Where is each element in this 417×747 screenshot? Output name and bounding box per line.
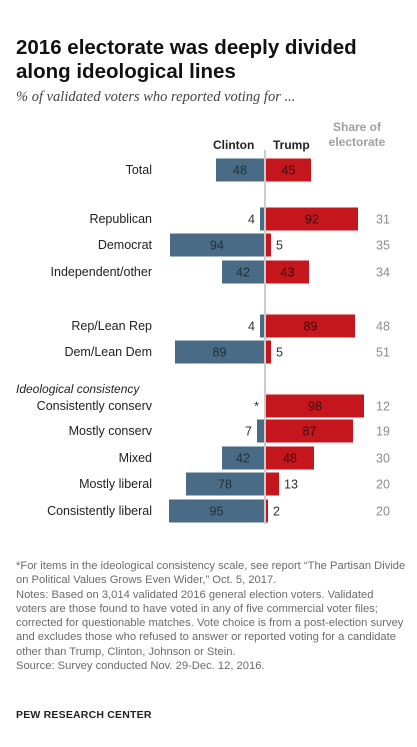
category-label: Republican xyxy=(89,212,152,226)
trump-value-label: 87 xyxy=(303,425,317,439)
category-label: Mostly conserv xyxy=(69,424,153,438)
share-value: 48 xyxy=(376,320,390,334)
trump-bar xyxy=(266,340,271,364)
methodology-note: Notes: Based on 3,014 validated 2016 gen… xyxy=(16,588,404,658)
trump-value-label: 13 xyxy=(284,478,298,492)
category-label: Consistently conserv xyxy=(37,399,153,413)
trump-value-label: 45 xyxy=(282,164,296,178)
clinton-value-label: 95 xyxy=(210,505,224,519)
share-value: 30 xyxy=(376,452,390,466)
trump-bar xyxy=(266,499,268,523)
trump-bar xyxy=(266,207,358,231)
trump-bar xyxy=(266,233,271,257)
trump-value-label: 43 xyxy=(281,266,295,280)
trump-bar xyxy=(266,472,279,496)
clinton-value-label: 94 xyxy=(210,239,224,253)
share-value: 34 xyxy=(376,266,390,280)
share-value: 12 xyxy=(376,400,390,414)
clinton-value-label: 7 xyxy=(245,425,252,439)
chart-title: 2016 electorate was deeply divided along… xyxy=(16,36,357,83)
footnote: *For items in the ideological consistenc… xyxy=(16,560,406,587)
clinton-bar xyxy=(260,314,264,338)
share-value: 20 xyxy=(376,478,390,492)
group-heading: Ideological consistency xyxy=(16,382,140,396)
trump-value-label: 5 xyxy=(276,239,283,253)
clinton-value-label: * xyxy=(254,400,259,414)
chart-notes: *For items in the ideological consistenc… xyxy=(16,559,406,673)
category-label: Mixed xyxy=(119,451,152,465)
clinton-value-label: 89 xyxy=(213,346,227,360)
category-label: Mostly liberal xyxy=(79,477,152,491)
clinton-value-label: 48 xyxy=(233,164,247,178)
clinton-bar xyxy=(186,472,264,496)
clinton-bar xyxy=(170,233,264,257)
clinton-bar xyxy=(257,419,264,443)
clinton-bar xyxy=(216,158,264,182)
category-label: Total xyxy=(126,163,152,177)
category-label: Rep/Lean Rep xyxy=(71,319,152,333)
header-share-of-electorate: Share of electorate xyxy=(328,120,386,149)
category-label: Consistently liberal xyxy=(47,504,152,518)
trump-value-label: 89 xyxy=(304,320,318,334)
clinton-bar xyxy=(175,340,264,364)
clinton-value-label: 4 xyxy=(248,320,255,334)
category-label: Independent/other xyxy=(51,265,152,279)
share-value: 35 xyxy=(376,239,390,253)
clinton-bar xyxy=(222,446,264,470)
trump-bar xyxy=(266,158,311,182)
trump-value-label: 48 xyxy=(283,452,297,466)
clinton-value-label: 78 xyxy=(218,478,232,492)
trump-value-label: 2 xyxy=(273,505,280,519)
trump-bar xyxy=(266,260,309,284)
trump-value-label: 98 xyxy=(308,400,322,414)
trump-bar xyxy=(266,446,314,470)
trump-bar xyxy=(266,314,355,338)
category-label: Democrat xyxy=(98,238,153,252)
source-organization: PEW RESEARCH CENTER xyxy=(16,709,152,721)
category-label: Dem/Lean Dem xyxy=(64,345,152,359)
share-value: 19 xyxy=(376,425,390,439)
chart-subtitle: % of validated voters who reported votin… xyxy=(16,89,296,105)
trump-bar xyxy=(266,419,353,443)
share-value: 20 xyxy=(376,505,390,519)
header-trump: Trump xyxy=(273,138,310,152)
clinton-value-label: 4 xyxy=(248,213,255,227)
clinton-bar xyxy=(169,499,264,523)
clinton-bar xyxy=(260,207,264,231)
clinton-value-label: 42 xyxy=(236,266,250,280)
share-value: 51 xyxy=(376,346,390,360)
trump-bar xyxy=(266,394,364,418)
clinton-value-label: 42 xyxy=(236,452,250,466)
trump-value-label: 5 xyxy=(276,346,283,360)
source-note: Source: Survey conducted Nov. 29-Dec. 12… xyxy=(16,660,265,673)
share-value: 31 xyxy=(376,213,390,227)
clinton-bar xyxy=(222,260,264,284)
trump-value-label: 92 xyxy=(305,213,319,227)
header-clinton: Clinton xyxy=(213,138,255,152)
